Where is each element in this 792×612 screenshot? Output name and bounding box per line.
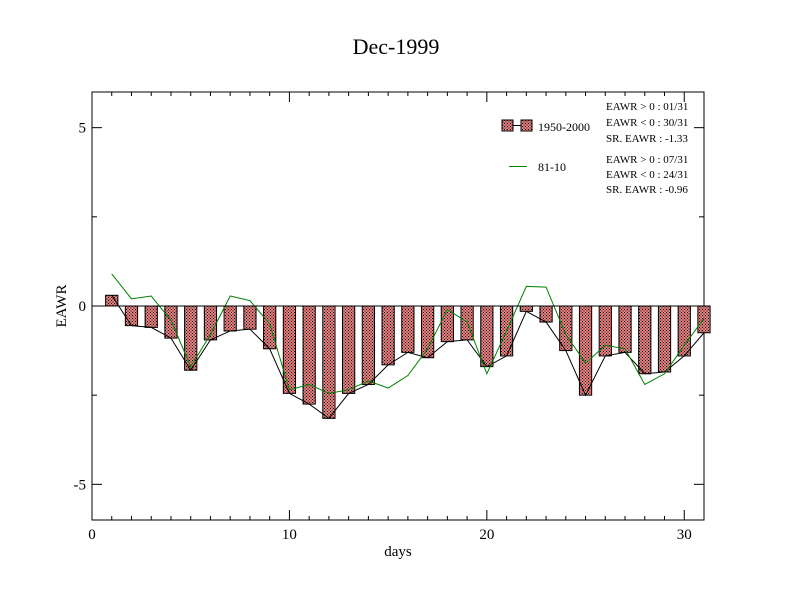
line-series-1950-2000 xyxy=(111,295,705,420)
y-tick-label: 0 xyxy=(79,299,87,315)
y-axis-label: EAWR xyxy=(54,285,70,328)
stats-8110-sr: SR. EAWR : -0.96 xyxy=(606,184,688,196)
bar-day-15 xyxy=(381,305,395,366)
legend-label-81-10: 81-10 xyxy=(538,160,566,174)
bar-day-11 xyxy=(302,305,316,405)
bar-day-31 xyxy=(697,305,711,334)
bar-day-30 xyxy=(677,305,691,357)
x-tick-label: 10 xyxy=(282,527,297,543)
stats-1950-pos: EAWR > 0 : 01/31 xyxy=(606,101,688,113)
legend-swatch-1950-2000-b xyxy=(520,119,533,132)
legend: 1950-2000 81-10 EAWR > 0 : 01/31 EAWR < … xyxy=(501,101,688,196)
bar-day-20 xyxy=(480,305,494,368)
bar-day-14 xyxy=(361,305,376,385)
bar-day-17 xyxy=(420,305,435,359)
x-axis-label: days xyxy=(384,544,412,560)
bar-day-29 xyxy=(657,305,672,373)
bar-day-9 xyxy=(263,305,277,350)
x-tick-label: 20 xyxy=(479,527,494,543)
x-tick-label: 0 xyxy=(88,527,96,543)
axes: 0 10 20 30 5 0 -5 xyxy=(74,92,705,543)
bar-day-22 xyxy=(519,305,533,312)
y-tick-label: -5 xyxy=(74,477,87,493)
bar-day-28 xyxy=(638,305,652,375)
y-tick-label: 5 xyxy=(79,121,87,137)
stats-1950-sr: SR. EAWR : -1.33 xyxy=(606,133,688,145)
line-group xyxy=(111,273,705,420)
bar-day-1 xyxy=(105,294,119,307)
stats-8110-pos: EAWR > 0 : 07/31 xyxy=(606,154,688,166)
bar-day-25 xyxy=(578,305,593,396)
bar-day-27 xyxy=(618,305,632,353)
legend-swatch-1950-2000 xyxy=(501,119,514,132)
x-tick-label: 30 xyxy=(677,527,692,543)
stats-8110-neg: EAWR < 0 : 24/31 xyxy=(606,169,688,181)
bar-day-10 xyxy=(282,305,297,394)
bar-day-18 xyxy=(440,305,454,343)
bar-day-7 xyxy=(223,305,237,332)
bar-day-13 xyxy=(342,305,356,394)
chart-title: Dec-1999 xyxy=(353,34,440,59)
stats-1950-neg: EAWR < 0 : 30/31 xyxy=(606,117,688,129)
bar-day-12 xyxy=(322,305,336,419)
bar-day-4 xyxy=(164,305,178,339)
legend-label-1950-2000: 1950-2000 xyxy=(538,120,590,134)
bar-day-2 xyxy=(124,305,139,327)
bar-day-16 xyxy=(401,305,415,353)
bar-day-3 xyxy=(144,305,158,328)
line-series-81-10 xyxy=(111,273,705,394)
bar-day-8 xyxy=(243,305,257,330)
